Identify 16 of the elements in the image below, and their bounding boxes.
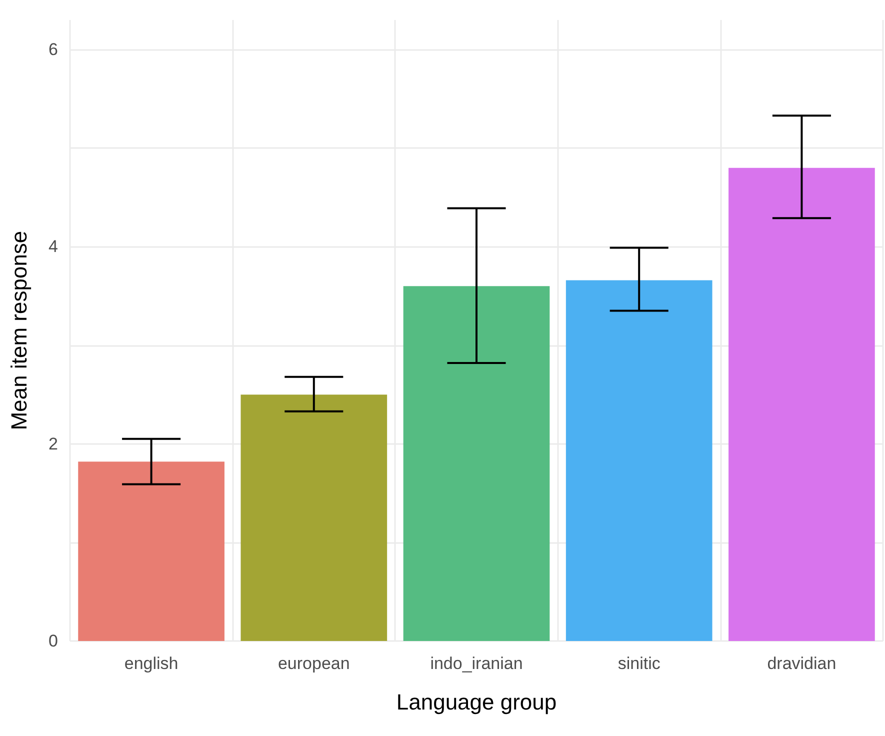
y-tick-label: 0 bbox=[48, 632, 58, 650]
x-tick-label: dravidian bbox=[767, 654, 836, 673]
x-axis-title: Language group bbox=[396, 690, 557, 714]
bar bbox=[403, 286, 550, 641]
bar bbox=[566, 280, 712, 641]
bar bbox=[240, 394, 388, 641]
y-tick-label: 2 bbox=[48, 434, 58, 454]
bar bbox=[78, 462, 224, 641]
bar bbox=[728, 168, 875, 641]
y-axis-title: Mean item response bbox=[6, 230, 32, 430]
y-tick-label: 4 bbox=[48, 237, 58, 256]
x-tick-label: english bbox=[124, 654, 178, 673]
y-tick-label: 6 bbox=[48, 40, 58, 60]
x-tick-label: indo_iranian bbox=[430, 654, 523, 673]
x-tick-label: european bbox=[278, 654, 350, 673]
x-tick-label: sinitic bbox=[618, 654, 661, 673]
